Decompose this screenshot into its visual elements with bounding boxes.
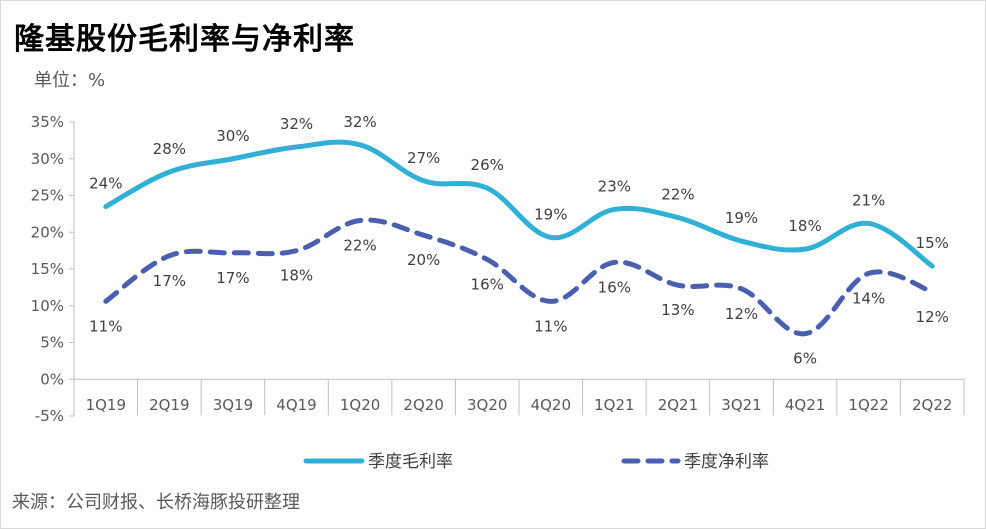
legend-gross-label: 季度毛利率 — [368, 452, 453, 472]
y-tick-label: -5% — [35, 407, 64, 425]
x-tick-label: 2Q20 — [403, 396, 443, 414]
gross-margin-data-label: 23% — [598, 177, 631, 195]
gross-margin-data-label: 18% — [788, 217, 821, 235]
x-tick-label: 3Q19 — [213, 396, 253, 414]
x-tick-label: 1Q19 — [86, 396, 126, 414]
gross-margin-data-label: 22% — [661, 186, 694, 204]
y-tick-label: 5% — [40, 334, 64, 352]
x-tick-label: 4Q19 — [276, 396, 316, 414]
x-tick-label: 1Q20 — [340, 396, 380, 414]
chart-title: 隆基股份毛利率与净利率 — [14, 22, 355, 57]
y-tick-label: 20% — [31, 223, 64, 241]
net-margin-data-label: 12% — [725, 305, 758, 323]
net-margin-data-label: 14% — [852, 289, 885, 307]
x-tick-label: 1Q21 — [594, 396, 634, 414]
net-margin-data-label: 11% — [534, 317, 567, 335]
x-tick-label: 2Q22 — [912, 396, 952, 414]
gross-margin-data-label: 19% — [534, 205, 567, 223]
net-margin-data-label: 11% — [89, 317, 122, 335]
x-tick-label: 3Q21 — [721, 396, 761, 414]
x-tick-label: 2Q19 — [149, 396, 189, 414]
y-tick-label: 30% — [31, 150, 64, 168]
x-tick-label: 3Q20 — [467, 396, 507, 414]
x-tick-label: 1Q22 — [848, 396, 888, 414]
y-tick-label: 15% — [31, 260, 64, 278]
y-tick-label: 35% — [31, 113, 64, 131]
net-margin-data-label: 22% — [343, 236, 376, 254]
net-margin-data-label: 6% — [793, 350, 817, 368]
gross-margin-data-label: 32% — [343, 113, 376, 131]
gross-margin-data-label: 21% — [852, 191, 885, 209]
x-tick-label: 4Q20 — [531, 396, 571, 414]
gross-margin-data-label: 32% — [280, 115, 313, 133]
gross-margin-data-label: 24% — [89, 175, 122, 193]
gross-margin-data-label: 15% — [916, 234, 949, 252]
y-tick-label: 25% — [31, 187, 64, 205]
net-margin-data-label: 16% — [598, 278, 631, 296]
source-note: 来源：公司财报、长桥海豚投研整理 — [12, 492, 300, 513]
gross-margin-data-label: 28% — [153, 140, 186, 158]
gross-margin-line — [103, 139, 935, 269]
net-margin-data-label: 17% — [216, 269, 249, 287]
gross-margin-data-label: 19% — [725, 209, 758, 227]
x-tick-label: 2Q21 — [658, 396, 698, 414]
net-margin-data-label: 13% — [661, 301, 694, 319]
net-margin-line — [103, 217, 935, 337]
gross-margin-data-label: 26% — [471, 156, 504, 174]
net-margin-data-label: 20% — [407, 251, 440, 269]
net-margin-data-label: 17% — [153, 272, 186, 290]
gross-margin-data-label: 27% — [407, 149, 440, 167]
x-tick-label: 4Q21 — [785, 396, 825, 414]
y-tick-label: 0% — [40, 370, 64, 388]
y-tick-label: 10% — [31, 297, 64, 315]
gross-margin-data-label: 30% — [216, 127, 249, 145]
legend-net-label: 季度净利率 — [684, 452, 769, 472]
net-margin-data-label: 12% — [916, 308, 949, 326]
net-margin-data-label: 18% — [280, 267, 313, 285]
unit-label: 单位：% — [34, 70, 106, 91]
net-margin-data-label: 16% — [471, 275, 504, 293]
